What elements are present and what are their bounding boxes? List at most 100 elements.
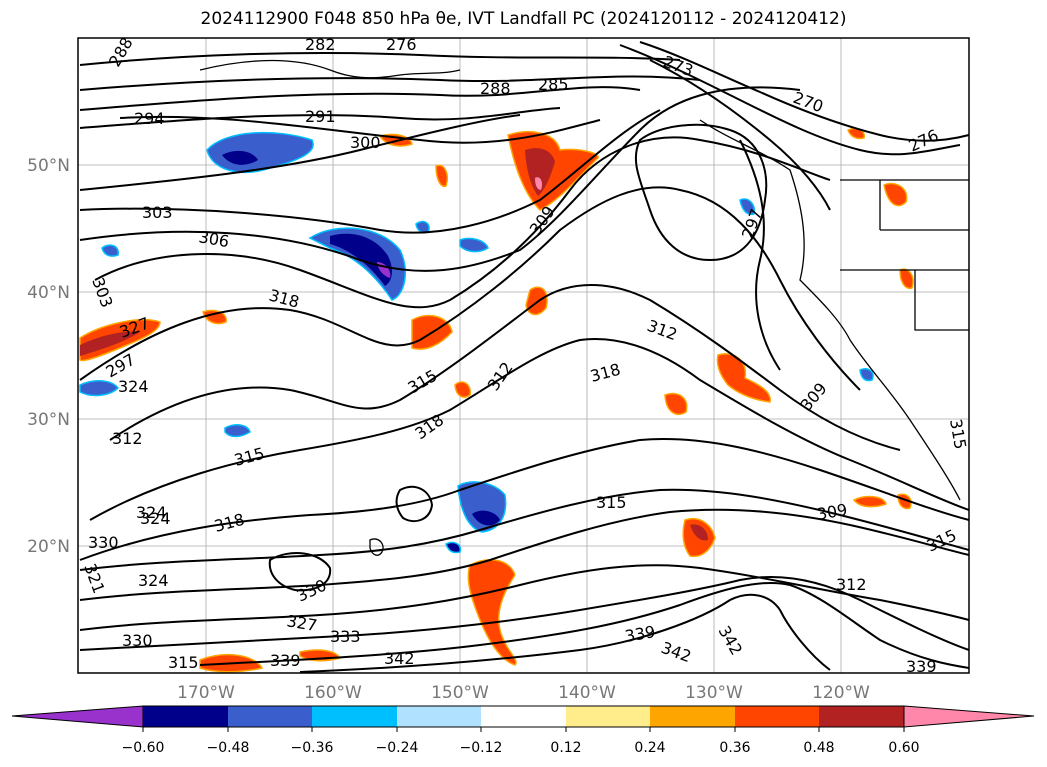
colorbar-tick-label: −0.36: [291, 740, 334, 756]
colorbar-bin: [566, 706, 650, 727]
theta-e-contours: [79, 41, 970, 673]
contour-318: [89, 338, 970, 521]
contour-288: [79, 86, 641, 111]
shade-pos-mid-3: [454, 381, 471, 398]
shade-neg-west: [79, 380, 119, 397]
shade-neg-aleutian-core: [222, 150, 258, 165]
contour-315: [109, 284, 901, 451]
contour-label: 285: [538, 75, 569, 94]
contour-label: 294: [134, 109, 165, 128]
lon-label: 130°W: [685, 683, 743, 703]
shade-pos-mid-2: [525, 286, 548, 316]
state-borders: [840, 179, 969, 331]
contour-label: 276: [386, 35, 417, 54]
contour-330: [79, 564, 970, 631]
lat-label: 30°N: [27, 410, 70, 430]
shade-pos-east-core: [690, 524, 708, 541]
colorbar-tick-label: −0.12: [460, 740, 503, 756]
contour-label: 330: [88, 533, 119, 552]
shade-neg-small-6: [445, 541, 462, 554]
contour-closed-high: [634, 123, 768, 262]
colorbar-ticks: [142, 727, 905, 732]
lon-label: 120°W: [812, 683, 870, 703]
colorbar-bin: [397, 706, 481, 727]
contour-label: 324: [136, 503, 167, 522]
contour-327: [79, 508, 970, 601]
lat-label: 40°N: [27, 283, 70, 303]
colorbar-extend-low: [11, 705, 144, 728]
contour-285: [79, 75, 701, 91]
contour-label: 288: [480, 79, 511, 98]
coast-aleutians: [199, 59, 461, 79]
contour-label: 333: [330, 627, 361, 646]
shade-pos-california: [716, 353, 771, 403]
contour-label: 339: [906, 657, 937, 676]
shade-pos-subtropical-jet: [467, 559, 517, 666]
shade-neg-subtropical-core: [472, 510, 500, 526]
colorbar-extend-high: [903, 705, 1035, 728]
shade-pos-gulf-alaska-core: [525, 148, 555, 196]
contour-297: [739, 139, 781, 371]
coast-north-america: [699, 119, 961, 501]
coast-hawaii: [369, 538, 384, 556]
shade-neg-small-1: [459, 237, 489, 253]
contour-270: [639, 41, 970, 142]
contour-label: 315: [596, 493, 627, 512]
contour-342: [299, 593, 831, 673]
contour-label: 282: [305, 35, 336, 54]
shade-pos-small-9: [435, 164, 448, 187]
map-title: 2024112900 F048 850 hPa θe, IVT Landfall…: [200, 9, 847, 29]
contour-label: 330: [122, 631, 153, 650]
contour-309: [94, 136, 831, 309]
contour-324: [79, 488, 970, 571]
contour-label: 324: [140, 509, 171, 528]
colorbar-bin: [735, 706, 819, 727]
colorbar-tick-label: −0.24: [376, 740, 419, 756]
colorbar-tick-label: 0.36: [719, 740, 750, 756]
contour-321: [79, 438, 970, 561]
colorbar-bin: [650, 706, 735, 727]
colorbar: −0.60 −0.48 −0.36 −0.24 −0.12 0.12 0.24 …: [11, 705, 1035, 756]
colorbar-bin: [312, 706, 397, 727]
contour-label: 312: [112, 429, 143, 448]
map-panel: 288 282 276 273 285 288 270 294 291 300 …: [27, 34, 970, 703]
colorbar-frame: [142, 705, 905, 728]
contour-312: [79, 186, 861, 391]
colorbar-tick-label: 0.24: [634, 740, 665, 756]
contour-label: 342: [384, 649, 415, 668]
colorbar-tick-label: −0.48: [207, 740, 250, 756]
colorbar-tick-label: 0.60: [888, 740, 919, 756]
contour-label: 324: [138, 571, 169, 590]
latitude-labels: 50°N 40°N 30°N 20°N: [27, 156, 70, 557]
shade-pos-west-core: [80, 331, 140, 356]
contour-291: [79, 107, 561, 129]
shade-pos-small-3: [852, 495, 887, 508]
colorbar-bin: [819, 706, 904, 727]
colorbar-bin: [481, 706, 566, 727]
colorbar-tick-label: −0.60: [122, 740, 165, 756]
contour-303: [79, 109, 661, 234]
lon-label: 160°W: [304, 683, 362, 703]
shade-pos-gulf-alaska-peak: [535, 177, 543, 190]
shade-pos-mid-4: [664, 392, 688, 416]
contour-339: [199, 581, 970, 669]
contour-label: 312: [836, 575, 867, 594]
contour-label: 291: [305, 107, 336, 126]
shade-neg-small-2: [224, 424, 251, 438]
contour-label: 339: [270, 651, 301, 670]
colorbar-bin: [228, 706, 312, 727]
lon-label: 140°W: [558, 683, 616, 703]
contour-306: [79, 86, 801, 272]
contour-label: 315: [168, 653, 199, 672]
contour-276: [649, 59, 831, 211]
coastlines: [199, 59, 969, 556]
colorbar-bin: [143, 706, 228, 727]
lon-label: 170°W: [177, 683, 235, 703]
contour-closed-low-1: [268, 552, 332, 592]
lon-label: 150°W: [431, 683, 489, 703]
shade-pos-small-7: [883, 182, 908, 207]
colorbar-tick-label: 0.12: [550, 740, 581, 756]
shade-neg-central: [308, 227, 407, 301]
colorbar-tick-label: 0.48: [803, 740, 834, 756]
